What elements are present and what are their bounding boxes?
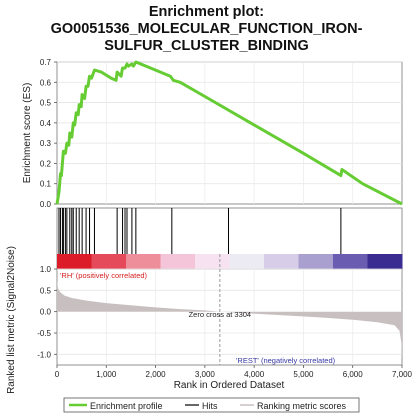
gradient-segment — [367, 254, 403, 269]
es-ytick-label: 0.3 — [40, 139, 52, 148]
legend-frame — [63, 397, 360, 413]
rank-gradient-bar — [57, 254, 403, 269]
es-y-axis-label: Enrichment score (ES) — [22, 83, 33, 184]
gradient-segment — [333, 254, 368, 269]
metric-y-ticks: 1.0 0.5 0.0 -0.5 -1.0 — [37, 265, 57, 359]
xtick-label: 4,000 — [244, 370, 265, 379]
gradient-segment — [126, 254, 161, 269]
es-line — [55, 60, 403, 206]
xtick-label: 7,000 — [392, 370, 413, 379]
es-ytick-label: 0.6 — [40, 78, 52, 87]
metric-ytick-label: 0.0 — [40, 308, 52, 317]
es-ytick-label: 0.2 — [40, 159, 52, 168]
chart-title-line-2: GO0051536_MOLECULAR_FUNCTION_IRON- — [50, 21, 363, 37]
metric-y-axis-label: Ranked list metric (Signal2Noise) — [6, 246, 17, 394]
chart-title-line-1: Enrichment plot: — [148, 4, 265, 20]
es-panel-frame — [56, 61, 403, 205]
xtick-label: 0 — [55, 370, 60, 379]
es-ytick-label: 0.1 — [40, 180, 52, 189]
es-grid — [57, 61, 402, 204]
negatively-correlated-label: 'REST' (negatively correlated) — [236, 356, 336, 365]
hits-panel — [58, 208, 342, 254]
gradient-segment — [160, 254, 196, 269]
metric-ytick-label: -1.0 — [37, 350, 51, 359]
xtick-label: 1,000 — [96, 370, 117, 379]
metric-ytick-label: -0.5 — [37, 329, 51, 338]
xtick-label: 3,000 — [195, 370, 216, 379]
metric-ytick-label: 0.5 — [40, 286, 52, 295]
es-ytick-label: 0.5 — [40, 99, 52, 108]
es-ytick-label: 0.4 — [40, 119, 52, 128]
gradient-segment — [229, 254, 265, 269]
positively-correlated-label: 'RH' (positively correlated) — [60, 271, 148, 280]
xtick-label: 5,000 — [293, 370, 314, 379]
xtick-label: 6,000 — [343, 370, 364, 379]
es-ytick-label: 0.7 — [40, 58, 52, 67]
metric-ytick-label: 1.0 — [40, 265, 52, 274]
legend: Enrichment profile Hits Ranking metric s… — [63, 397, 360, 413]
legend-hits-label: Hits — [202, 401, 218, 411]
gradient-segment — [195, 254, 230, 269]
legend-metric-label: Ranking metric scores — [257, 401, 347, 411]
gradient-segment — [264, 254, 299, 269]
gradient-segment — [298, 254, 334, 269]
x-axis-label: Rank in Ordered Dataset — [174, 380, 285, 391]
legend-es-label: Enrichment profile — [90, 401, 163, 411]
chart-title: Enrichment plot: GO0051536_MOLECULAR_FUN… — [0, 4, 413, 55]
es-y-ticks: 0.0 0.1 0.2 0.3 0.4 0.5 0.6 0.7 — [40, 58, 57, 209]
gradient-segment — [91, 254, 127, 269]
x-ticks: 0 1,000 2,000 3,000 4,000 5,000 6,000 7,000 — [55, 365, 413, 379]
es-ytick-label: 0.0 — [40, 200, 52, 209]
gradient-segment — [57, 254, 92, 269]
chart-title-line-3: SULFUR_CLUSTER_BINDING — [104, 38, 309, 54]
zero-cross-label: Zero cross at 3304 — [189, 310, 252, 319]
xtick-label: 2,000 — [146, 370, 167, 379]
metric-grid — [57, 268, 402, 365]
